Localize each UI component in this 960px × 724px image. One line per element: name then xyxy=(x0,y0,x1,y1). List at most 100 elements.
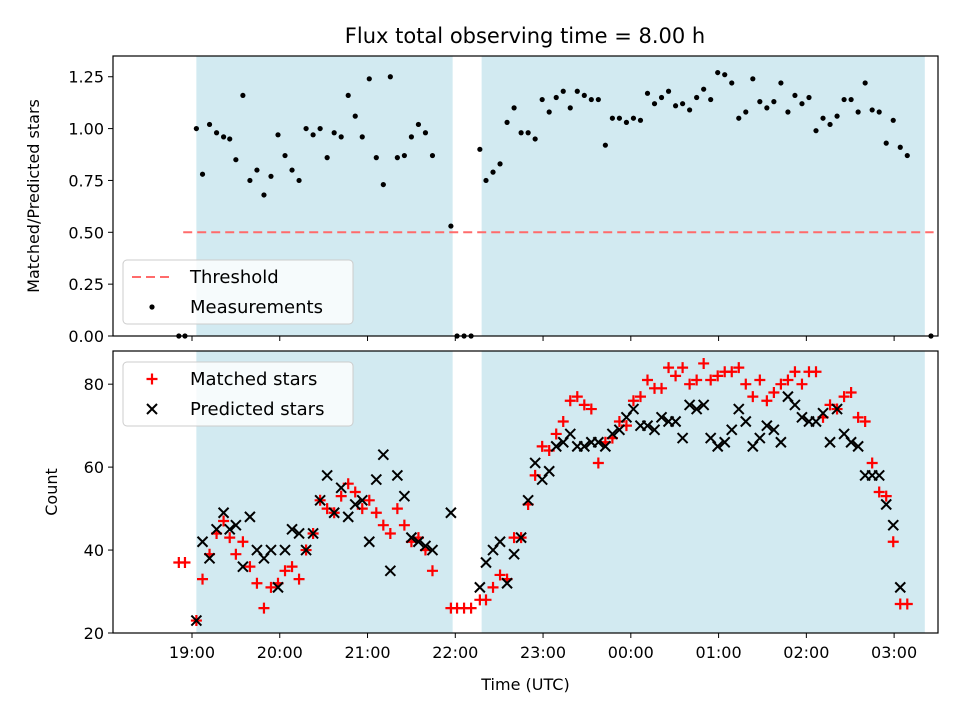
data-point xyxy=(694,94,700,101)
data-point xyxy=(237,560,249,573)
x-tick-label: 00:00 xyxy=(608,643,654,662)
data-point xyxy=(834,113,840,119)
data-point xyxy=(370,473,383,486)
data-point xyxy=(785,109,791,115)
data-point xyxy=(426,544,439,556)
data-point xyxy=(641,419,654,432)
y-tick-label: 20 xyxy=(84,624,104,643)
data-point xyxy=(698,357,710,369)
data-point xyxy=(592,457,604,469)
legend-marker xyxy=(146,403,158,415)
data-point xyxy=(623,119,630,125)
data-point xyxy=(268,173,274,179)
data-point xyxy=(429,152,436,159)
data-point xyxy=(775,436,787,448)
legend: Matched stars Predicted stars xyxy=(122,361,354,427)
data-point xyxy=(265,544,277,556)
x-tick-label: 22:00 xyxy=(432,643,478,662)
data-point xyxy=(796,411,808,424)
data-point xyxy=(648,424,661,436)
data-point xyxy=(726,366,738,378)
data-point xyxy=(401,152,407,159)
data-point xyxy=(729,80,735,86)
x-tick-label: 19:00 xyxy=(169,643,215,662)
data-point xyxy=(258,602,270,614)
data-point xyxy=(199,171,206,177)
data-point xyxy=(764,105,770,111)
data-point xyxy=(465,602,477,614)
data-point xyxy=(609,115,615,121)
data-point xyxy=(377,448,390,461)
data-point xyxy=(494,536,506,548)
data-point xyxy=(522,494,534,507)
data-point xyxy=(845,386,857,398)
shaded-interval xyxy=(481,351,925,633)
data-point xyxy=(254,167,260,173)
data-point xyxy=(550,428,562,440)
data-point xyxy=(345,92,351,99)
data-point xyxy=(855,109,861,115)
data-point xyxy=(286,561,298,573)
data-point xyxy=(658,94,665,101)
data-point xyxy=(778,80,784,86)
data-point xyxy=(532,136,538,142)
data-point xyxy=(715,69,721,76)
data-point xyxy=(359,134,365,140)
data-point xyxy=(422,130,429,136)
x-tick-label: 21:00 xyxy=(344,643,390,662)
data-point xyxy=(690,403,703,415)
y-axis-label: Count xyxy=(42,468,61,516)
data-point xyxy=(377,519,389,531)
data-point xyxy=(483,177,489,184)
y-tick-label: 0.00 xyxy=(68,327,104,346)
data-point xyxy=(405,531,418,544)
data-point xyxy=(792,92,798,99)
data-point xyxy=(627,403,640,415)
data-point xyxy=(845,436,857,448)
data-point xyxy=(265,581,277,593)
data-point xyxy=(408,134,415,140)
data-point xyxy=(705,374,717,386)
data-point xyxy=(897,144,903,150)
data-point xyxy=(813,128,819,134)
data-point xyxy=(754,432,766,444)
data-point xyxy=(213,130,220,136)
data-point xyxy=(190,614,203,627)
data-point xyxy=(883,140,889,146)
legend-label: Threshold xyxy=(189,267,279,288)
data-point xyxy=(691,374,703,386)
data-point xyxy=(380,181,386,188)
data-point xyxy=(203,552,216,565)
data-point xyxy=(314,494,326,507)
data-point xyxy=(518,130,524,136)
data-point xyxy=(901,598,913,610)
data-point xyxy=(224,523,236,536)
data-point xyxy=(869,107,875,113)
data-point xyxy=(634,391,646,403)
data-point xyxy=(338,134,344,140)
data-point xyxy=(848,96,854,103)
data-point xyxy=(595,96,601,103)
data-point xyxy=(824,436,836,448)
data-point xyxy=(754,374,766,386)
data-point xyxy=(307,527,319,540)
data-point xyxy=(841,96,847,103)
y-tick-label: 0.25 xyxy=(68,275,104,294)
data-point xyxy=(799,101,805,107)
data-point xyxy=(279,565,291,577)
legend-marker xyxy=(149,304,155,310)
data-point xyxy=(683,399,696,411)
y-tick-label: 1.00 xyxy=(68,120,104,139)
y-tick-label: 60 xyxy=(84,458,104,477)
data-point xyxy=(789,366,801,378)
data-point xyxy=(768,424,780,436)
data-point xyxy=(251,577,263,589)
data-point xyxy=(680,101,686,107)
data-point xyxy=(426,565,438,577)
data-point xyxy=(370,507,382,519)
y-tick-label: 40 xyxy=(84,541,104,560)
chart-title: Flux total observing time = 8.00 h xyxy=(345,24,705,48)
data-point xyxy=(733,403,745,415)
data-point xyxy=(224,532,236,544)
